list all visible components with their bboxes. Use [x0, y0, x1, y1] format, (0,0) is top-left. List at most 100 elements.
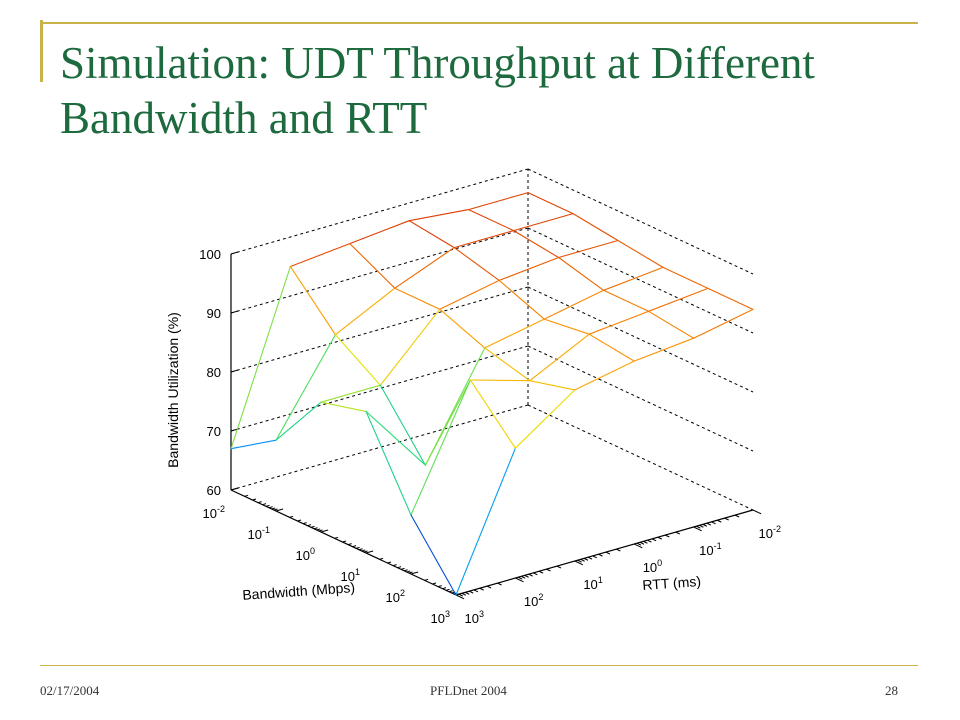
- bandwidth-major-tick: [365, 550, 374, 554]
- surface-edge-rtt: [633, 337, 695, 362]
- surface-edge-rtt: [453, 230, 515, 249]
- surface-edge-rtt: [588, 310, 650, 335]
- rtt-minor-tick: [702, 523, 708, 527]
- surface-edge-bandwidth: [408, 220, 455, 249]
- bandwidth-axis-line: [230, 489, 457, 596]
- bandwidth-minor-tick: [361, 549, 366, 552]
- rtt-minor-tick: [675, 531, 680, 535]
- rtt-major-tick: [515, 577, 524, 583]
- rtt-minor-tick: [639, 541, 645, 545]
- surface-edge-bandwidth: [484, 347, 531, 382]
- grid-line-right-wall: [527, 168, 754, 275]
- footer-rule: [40, 665, 918, 666]
- bandwidth-minor-tick: [273, 508, 278, 511]
- bandwidth-minor-tick: [400, 567, 405, 570]
- bandwidth-minor-tick: [432, 582, 437, 585]
- surface-edge-rtt: [230, 265, 291, 450]
- surface-edge-bandwidth: [588, 333, 635, 362]
- rtt-minor-tick: [464, 591, 470, 595]
- surface-edge-bandwidth: [603, 289, 650, 312]
- rtt-minor-tick: [657, 536, 663, 540]
- rtt-minor-tick: [711, 521, 716, 525]
- rtt-major-tick: [633, 543, 643, 549]
- bandwidth-minor-tick: [424, 578, 429, 581]
- bandwidth-minor-tick: [352, 545, 357, 548]
- bandwidth-tick-label: 10-1: [248, 525, 270, 542]
- surface-edge-rtt: [469, 379, 531, 382]
- surface-edge-rtt: [334, 287, 396, 336]
- surface-edge-rtt: [543, 289, 605, 320]
- bandwidth-minor-tick: [397, 566, 402, 569]
- bandwidth-minor-tick: [316, 528, 321, 531]
- rtt-axis-label: RTT (ms): [642, 573, 702, 593]
- grid-line-left-wall: [230, 404, 529, 491]
- bandwidth-minor-tick: [302, 522, 307, 525]
- rtt-minor-tick: [734, 514, 740, 518]
- rtt-minor-tick: [458, 593, 463, 597]
- rtt-minor-tick: [592, 555, 597, 559]
- surface-edge-bandwidth: [394, 287, 441, 310]
- bandwidth-major-tick: [275, 508, 284, 512]
- bandwidth-minor-tick: [289, 515, 294, 518]
- chart-grid: [230, 168, 754, 511]
- bandwidth-minor-tick: [406, 570, 411, 573]
- bandwidth-minor-tick: [342, 540, 347, 543]
- rtt-minor-tick: [533, 572, 538, 576]
- surface-mesh: [230, 192, 754, 596]
- z-major-tick: [230, 487, 239, 491]
- surface-edge-bandwidth: [230, 439, 277, 450]
- slide-title: Simulation: UDT Throughput at Different …: [60, 38, 815, 143]
- rtt-minor-tick: [528, 573, 533, 577]
- bandwidth-minor-tick: [379, 557, 384, 560]
- bandwidth-minor-tick: [244, 494, 249, 497]
- rtt-minor-tick: [473, 589, 479, 593]
- grid-line-right-wall: [527, 227, 754, 334]
- bandwidth-minor-tick: [310, 525, 315, 528]
- bandwidth-minor-tick: [307, 524, 312, 527]
- z-axis-label: Bandwidth Utilization (%): [165, 312, 181, 468]
- rtt-major-tick: [455, 594, 465, 600]
- surface-edge-bandwidth: [468, 209, 515, 232]
- surface-edge-bandwidth: [349, 243, 396, 289]
- grid-line-left-wall: [230, 168, 529, 255]
- rtt-minor-tick: [520, 575, 526, 579]
- rtt-tick-label: 10-2: [759, 524, 781, 541]
- surface-edge-rtt: [349, 220, 410, 245]
- bandwidth-minor-tick: [403, 569, 408, 572]
- bandwidth-minor-tick: [442, 587, 447, 590]
- z-tick-label: 100: [199, 247, 221, 262]
- rtt-minor-tick: [497, 582, 502, 586]
- grid-line-right-wall: [527, 404, 754, 511]
- surface-edge-bandwidth: [453, 247, 500, 281]
- bandwidth-minor-tick: [262, 503, 267, 506]
- bandwidth-minor-tick: [252, 498, 257, 501]
- z-major-tick: [230, 251, 239, 255]
- bandwidth-minor-tick: [313, 527, 318, 530]
- bandwidth-minor-tick: [387, 561, 392, 564]
- rtt-minor-tick: [647, 539, 652, 543]
- bandwidth-axis-label: Bandwidth (Mbps): [242, 579, 356, 603]
- footer-conference: PFLDnet 2004: [430, 683, 507, 698]
- bandwidth-minor-tick: [363, 550, 368, 553]
- rtt-major-tick: [752, 509, 762, 515]
- chart-labels: Bandwidth Utilization (%) Bandwidth (Mbp…: [165, 247, 781, 626]
- surface-edge-rtt: [365, 410, 426, 466]
- rtt-minor-tick: [587, 556, 593, 560]
- bandwidth-tick-label: 103: [431, 609, 450, 626]
- bandwidth-minor-tick: [445, 588, 450, 591]
- rtt-minor-tick: [486, 585, 492, 589]
- surface-edge-rtt: [484, 318, 545, 349]
- rtt-tick-label: 10-1: [699, 541, 721, 558]
- rtt-minor-tick: [479, 587, 484, 591]
- z-tick-label: 60: [207, 483, 221, 498]
- surface-edge-rtt: [275, 334, 336, 441]
- surface-edge-rtt: [574, 360, 635, 391]
- surface-edge-bandwidth: [365, 410, 412, 516]
- surface-edge-rtt: [648, 287, 709, 312]
- bandwidth-minor-tick: [257, 501, 262, 504]
- rtt-minor-tick: [461, 592, 467, 596]
- rtt-minor-tick: [538, 570, 544, 574]
- surface-edge-rtt: [514, 389, 576, 449]
- bandwidth-minor-tick: [448, 590, 453, 593]
- title-accent-bar: [40, 20, 43, 82]
